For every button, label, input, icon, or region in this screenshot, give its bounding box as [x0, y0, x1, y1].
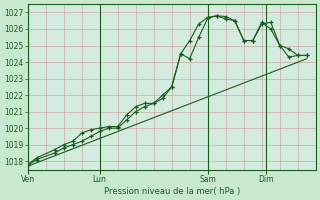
X-axis label: Pression niveau de la mer( hPa ): Pression niveau de la mer( hPa ) — [104, 187, 240, 196]
